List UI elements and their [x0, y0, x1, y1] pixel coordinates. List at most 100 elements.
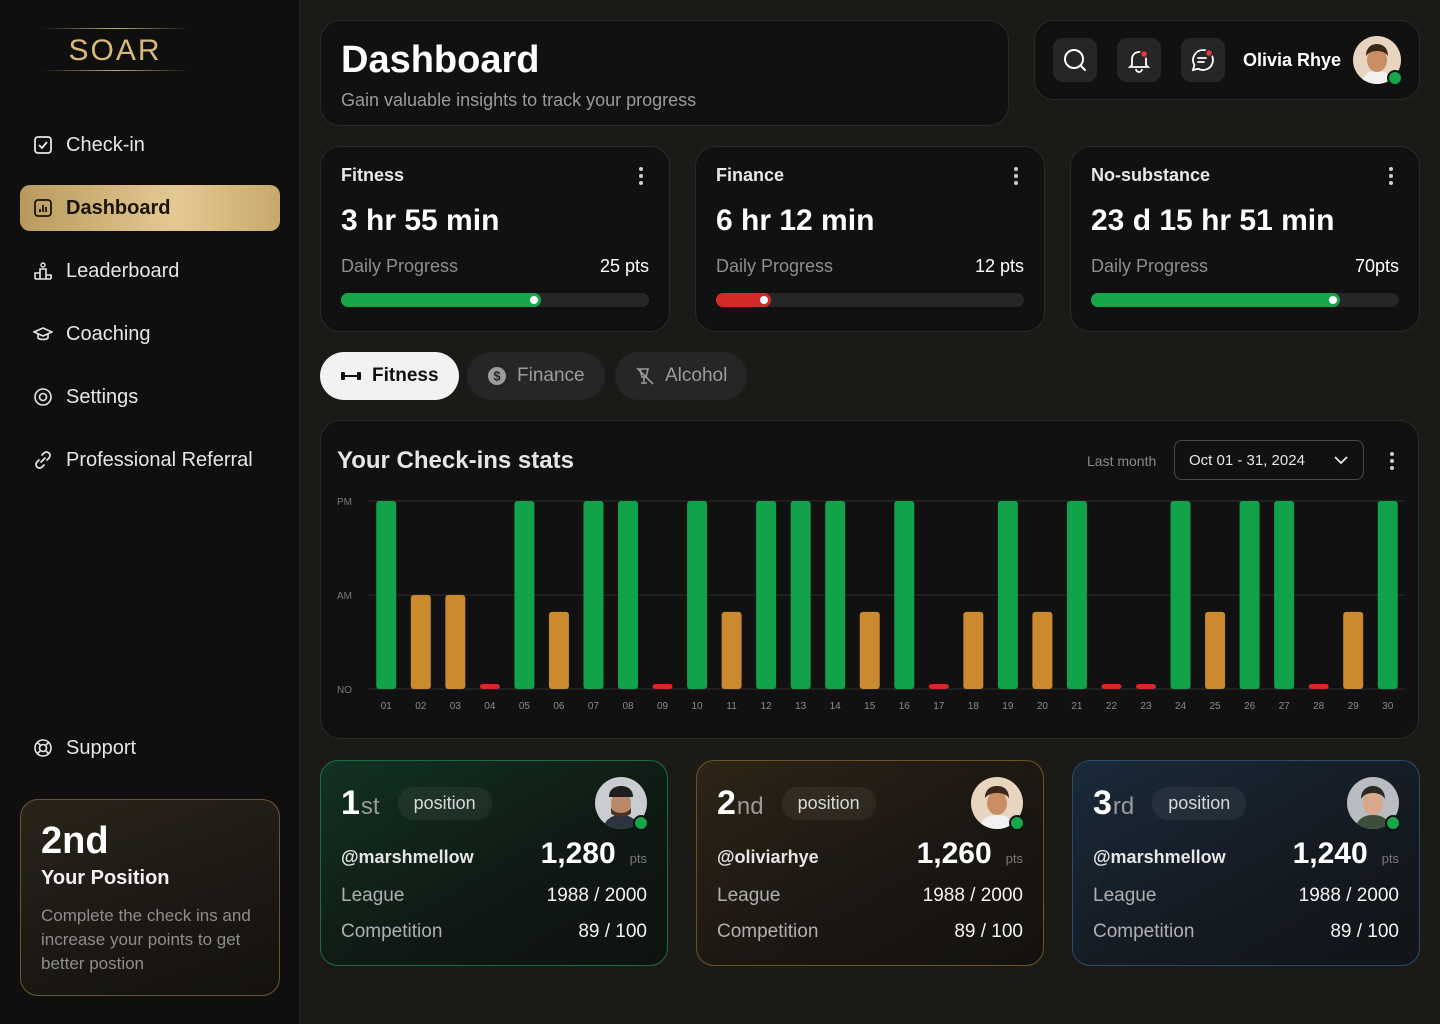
league-label: League — [717, 885, 781, 906]
user-toolbar: Olivia Rhye — [1034, 20, 1420, 100]
y-tick-label: NO — [337, 685, 352, 696]
x-tick-label: 29 — [1348, 701, 1360, 712]
x-tick-label: 23 — [1140, 701, 1152, 712]
chart-title: Your Check-ins stats — [337, 447, 574, 474]
bar-08 — [618, 501, 638, 689]
online-status-dot — [1386, 70, 1403, 86]
online-status-dot — [1009, 815, 1025, 831]
tab-fitness[interactable]: Fitness — [320, 352, 459, 400]
position-description: Complete the check ins and increase your… — [41, 906, 251, 973]
stat-card-no-substance: No-substance 23 d 15 hr 51 min Daily Pro… — [1070, 146, 1420, 332]
progress-fill — [716, 293, 772, 307]
bar-06 — [548, 611, 569, 689]
x-tick-label: 03 — [450, 701, 462, 712]
leaderboard-card-2nd: 2 nd position @oliviarhye 1,260 pts Leagu… — [696, 760, 1044, 966]
graduation-cap-icon — [32, 323, 54, 345]
link-icon — [32, 449, 54, 471]
tab-alcohol[interactable]: Alcohol — [615, 352, 748, 400]
x-tick-label: 21 — [1071, 701, 1083, 712]
position-card: 2nd Your Position Complete the check ins… — [20, 799, 280, 996]
points-unit: pts — [1381, 851, 1399, 866]
sidebar-item-settings[interactable]: Settings — [20, 374, 280, 420]
competition-label: Competition — [717, 921, 819, 942]
bar-30 — [1377, 501, 1398, 689]
more-options-icon[interactable] — [1390, 452, 1394, 473]
logo-text: SOAR — [68, 34, 162, 67]
sidebar-item-support[interactable]: Support — [20, 725, 280, 771]
rank-suffix: rd — [1112, 793, 1135, 820]
rank-number: 1 — [341, 783, 360, 822]
x-tick-label: 12 — [761, 701, 773, 712]
more-options-icon[interactable] — [639, 167, 643, 188]
x-tick-label: 25 — [1210, 701, 1222, 712]
bar-09 — [652, 684, 673, 689]
stat-label: Daily Progress — [716, 256, 834, 276]
user-handle[interactable]: @oliviarhye — [717, 847, 819, 867]
sidebar-item-check-in[interactable]: Check-in — [20, 122, 280, 168]
y-tick-label: AM — [337, 591, 352, 602]
dumbbell-icon — [340, 369, 362, 383]
avatar[interactable] — [1352, 36, 1403, 86]
bar-26 — [1239, 501, 1260, 689]
sidebar-item-leaderboard[interactable]: Leaderboard — [20, 248, 280, 294]
x-tick-label: 24 — [1175, 701, 1187, 712]
y-tick-label: PM — [337, 497, 352, 508]
league-label: League — [1093, 885, 1157, 906]
page-title: Dashboard — [341, 39, 540, 81]
avatar[interactable] — [1347, 777, 1401, 831]
x-tick-label: 19 — [1002, 701, 1014, 712]
rank-number: 2 — [717, 783, 736, 822]
avatar[interactable] — [595, 777, 649, 831]
sidebar-item-label: Coaching — [66, 322, 151, 345]
position-tag: position — [781, 786, 876, 820]
bar-19 — [997, 501, 1018, 689]
avatar[interactable] — [971, 777, 1025, 831]
bar-14 — [825, 501, 846, 689]
competition-value: 89 / 100 — [954, 921, 1023, 942]
position-tag: position — [1152, 786, 1247, 820]
page-header: Dashboard Gain valuable insights to trac… — [320, 20, 1009, 126]
search-button[interactable] — [1053, 38, 1097, 82]
sidebar-item-dashboard[interactable]: Dashboard — [20, 185, 280, 231]
tab-label: Finance — [517, 365, 585, 386]
progress-bar — [716, 293, 1024, 307]
online-status-dot — [633, 815, 649, 831]
period-label: Last month — [1087, 453, 1157, 469]
league-label: League — [341, 885, 405, 906]
stat-title: No-substance — [1091, 165, 1211, 185]
x-tick-label: 10 — [692, 701, 704, 712]
sidebar-item-label: Check-in — [66, 133, 145, 156]
sidebar: SOAR Check-in Dashboard Leaderboard Coac… — [0, 0, 300, 1024]
chevron-down-icon — [1334, 456, 1348, 465]
page-subtitle: Gain valuable insights to track your pro… — [341, 90, 697, 110]
x-tick-label: 02 — [415, 701, 427, 712]
tab-finance[interactable]: $ Finance — [467, 352, 605, 400]
user-handle[interactable]: @marshmellow — [1093, 847, 1226, 867]
x-tick-label: 22 — [1106, 701, 1118, 712]
lifebuoy-icon — [32, 737, 54, 759]
points-value: 1,260 — [916, 837, 992, 870]
notifications-button[interactable] — [1116, 38, 1161, 82]
sidebar-item-coaching[interactable]: Coaching — [20, 311, 280, 357]
user-name[interactable]: Olivia Rhye — [1242, 49, 1341, 70]
more-options-icon[interactable] — [1014, 167, 1018, 188]
user-handle[interactable]: @marshmellow — [341, 847, 474, 867]
league-value: 1988 / 2000 — [922, 885, 1023, 906]
date-range-select[interactable]: Oct 01 - 31, 2024 — [1174, 440, 1364, 480]
stat-value: 3 hr 55 min — [341, 204, 500, 237]
bar-22 — [1101, 684, 1122, 689]
stat-points: 12 pts — [974, 256, 1024, 276]
x-tick-label: 01 — [381, 701, 393, 712]
stat-points: 25 pts — [599, 256, 649, 276]
bar-12 — [756, 501, 777, 689]
more-options-icon[interactable] — [1389, 167, 1393, 188]
bar-13 — [790, 501, 811, 689]
logo[interactable]: SOAR — [40, 28, 190, 74]
bar-21 — [1066, 501, 1087, 689]
messages-button[interactable] — [1180, 38, 1225, 82]
progress-bar — [1091, 293, 1399, 307]
sidebar-item-professional-referral[interactable]: Professional Referral — [20, 437, 280, 483]
leaderboard-card-3rd: 3 rd position @marshmellow 1,240 pts Leag… — [1072, 760, 1420, 966]
rank-suffix: nd — [736, 793, 764, 820]
progress-fill — [1091, 293, 1341, 307]
